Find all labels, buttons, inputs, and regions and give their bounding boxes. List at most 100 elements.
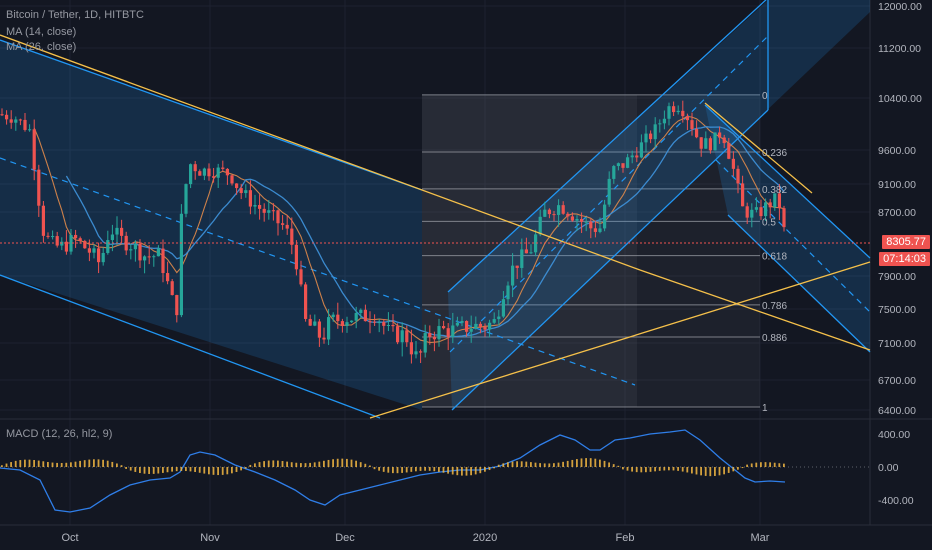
macd-hist-bar	[166, 467, 169, 473]
macd-hist-bar	[392, 467, 394, 474]
macd-hist-bar	[760, 462, 762, 467]
time-tick-label: Nov	[200, 532, 220, 544]
candle-body	[212, 176, 216, 178]
candle-body	[124, 235, 128, 251]
macd-hist-bar	[263, 461, 265, 467]
candle-body	[354, 312, 358, 321]
trendline-recent	[704, 102, 813, 194]
candle-body	[202, 168, 206, 176]
time-axis[interactable]: Oct Nov Dec 2020 Feb Mar	[61, 532, 769, 544]
macd-hist-bar	[493, 467, 495, 469]
macd-hist-bar	[221, 467, 224, 475]
candle-body	[23, 119, 27, 130]
macd-hist-bar	[474, 467, 477, 475]
candle-body	[764, 202, 768, 217]
macd-hist-bar	[93, 459, 95, 467]
candle-body	[161, 248, 165, 274]
candle-body	[313, 321, 317, 326]
macd-hist-bar	[51, 462, 54, 467]
candle-body	[768, 202, 772, 208]
candle-body	[580, 219, 584, 222]
macd-hist-bar	[83, 460, 86, 467]
macd-hist-bar	[461, 467, 463, 476]
candle-body	[41, 205, 45, 236]
candle-body	[616, 163, 620, 167]
macd-hist-bar	[488, 467, 491, 471]
candle-body	[373, 321, 377, 323]
macd-hist-bar	[465, 467, 468, 476]
macd-hist-bar	[134, 467, 137, 472]
price-tick-label: 9100.00	[878, 179, 916, 191]
macd-hist-bar	[626, 467, 629, 471]
candle-body	[718, 132, 722, 138]
macd-hist-bar	[557, 462, 560, 467]
macd-hist-bar	[254, 463, 256, 467]
macd-hist-bar	[401, 467, 403, 473]
candle-body	[469, 328, 473, 332]
macd-hist-bar	[479, 467, 482, 474]
macd-hist-bar	[553, 463, 555, 467]
candle-body	[290, 228, 294, 245]
candle-body	[327, 317, 331, 340]
macd-hist-bar	[277, 460, 279, 467]
small-channel-upper	[704, 104, 871, 259]
fibonacci-retracement[interactable]	[422, 94, 760, 408]
candle-body	[271, 210, 275, 212]
macd-hist-bar	[198, 467, 201, 473]
fib-level-label: 0.886	[762, 333, 787, 344]
macd-hist-bar	[562, 461, 564, 467]
candle-body	[745, 206, 749, 218]
macd-hist-bar	[378, 467, 380, 471]
macd-hist-bar	[456, 467, 459, 476]
macd-hist-bar	[19, 460, 22, 467]
macd-hist-bar	[129, 467, 132, 471]
trend-lines[interactable]	[0, 34, 871, 419]
fibonacci-labels: 0 0.236 0.382 0.5 0.618 0.786 0.886 1	[762, 91, 787, 414]
macd-hist-bar	[484, 467, 486, 472]
fib-zone-light	[422, 94, 637, 407]
candle-body	[363, 309, 367, 322]
macd-hist-bar	[10, 462, 12, 467]
price-tick-label: 11200.00	[878, 43, 921, 55]
candle-body	[239, 188, 243, 194]
macd-hist-bar	[355, 460, 357, 467]
macd-hist-bar	[764, 462, 767, 467]
macd-hist-bar	[120, 465, 123, 467]
candle-body	[276, 210, 280, 224]
candle-body	[478, 323, 482, 327]
candle-body	[83, 240, 87, 249]
candle-body	[51, 236, 55, 238]
macd-hist-bar	[272, 460, 275, 467]
macd-hist-bar	[672, 467, 675, 471]
price-axis[interactable]: 12000.00 11200.00 10400.00 9600.00 9100.00 87…	[878, 1, 922, 507]
time-tick-label: Feb	[616, 532, 635, 544]
candle-body	[386, 324, 390, 326]
macd-hist-bar	[364, 463, 367, 467]
candle-body	[345, 322, 349, 326]
candle-body	[593, 228, 597, 232]
macd-hist-bar	[548, 463, 551, 467]
candle-body	[759, 207, 763, 217]
candle-body	[143, 256, 147, 261]
macd-hist-bar	[525, 461, 528, 467]
macd-hist-bar	[359, 462, 362, 467]
candle-body	[14, 119, 18, 123]
macd-hist-bar	[313, 462, 316, 467]
macd-tick-label: -400.00	[878, 495, 914, 507]
candle-body	[106, 240, 110, 253]
trendline-upper-ext	[639, 269, 871, 351]
candle-body	[97, 248, 101, 263]
candle-body	[78, 238, 82, 241]
macd-hist-bar	[318, 461, 321, 467]
macd-hist-bar	[208, 467, 210, 475]
macd-hist-bar	[737, 467, 739, 470]
macd-hist-bar	[709, 467, 712, 477]
macd-hist-bar	[33, 460, 35, 467]
macd-hist-bar	[231, 467, 233, 474]
macd-hist-bar	[267, 460, 270, 467]
macd-pane	[0, 429, 870, 513]
macd-hist-bar	[617, 465, 620, 467]
macd-hist-bar	[56, 462, 58, 467]
candle-body	[340, 321, 344, 326]
